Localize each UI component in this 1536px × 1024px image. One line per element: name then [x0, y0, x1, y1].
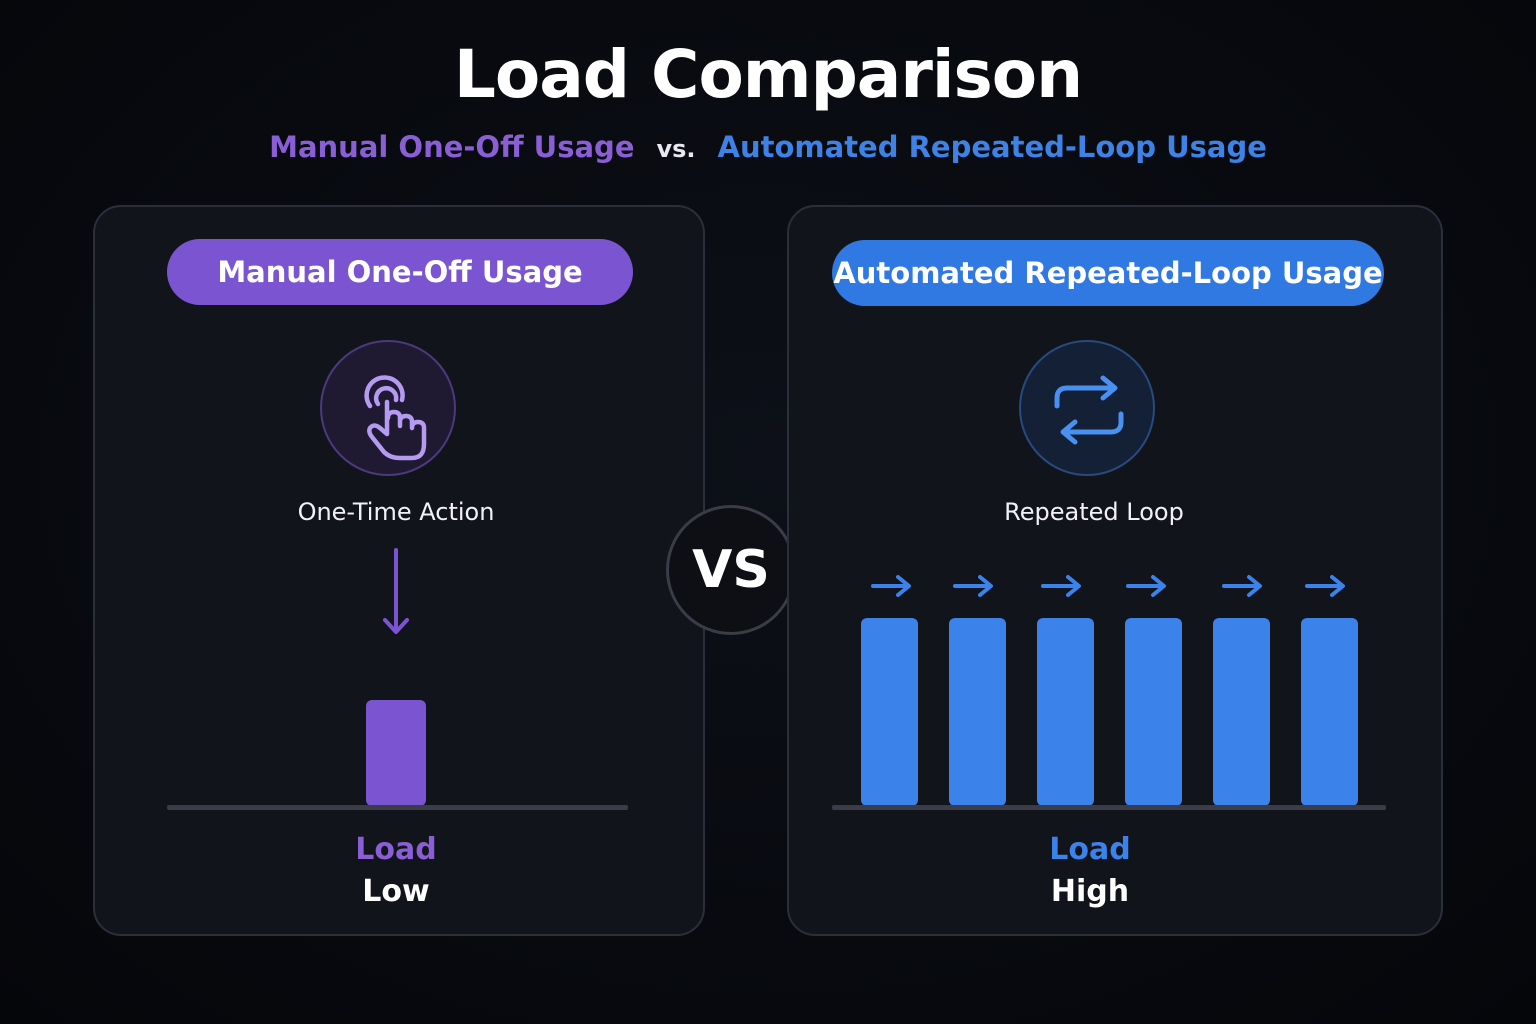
load-bar [949, 618, 1006, 806]
automated-usage-panel [787, 205, 1443, 936]
subtitle: Manual One-Off Usage vs. Automated Repeate… [0, 130, 1536, 164]
load-bar [861, 618, 918, 806]
load-value-low: Low [362, 874, 430, 909]
load-bar [1301, 618, 1358, 806]
tap-hand-icon [320, 340, 456, 476]
load-bar [1213, 618, 1270, 806]
arrow-down-icon [383, 548, 409, 634]
arrow-right-icon [871, 575, 911, 597]
arrow-right-icon [1041, 575, 1081, 597]
subtitle-manual: Manual One-Off Usage [269, 130, 635, 164]
baseline [167, 805, 628, 810]
repeat-loop-icon [1019, 340, 1155, 476]
load-label: Load [355, 832, 437, 867]
automated-usage-pill: Automated Repeated-Loop Usage [832, 240, 1384, 306]
load-label: Load [1049, 832, 1131, 867]
arrow-right-icon [1126, 575, 1166, 597]
load-bar [1125, 618, 1182, 806]
manual-usage-pill: Manual One-Off Usage [167, 239, 633, 305]
one-time-action-caption: One-Time Action [297, 498, 495, 526]
subtitle-vs: vs. [656, 135, 696, 163]
manual-usage-panel [93, 205, 705, 936]
baseline [832, 805, 1386, 810]
load-bar [1037, 618, 1094, 806]
repeated-loop-caption: Repeated Loop [1004, 498, 1184, 526]
load-value-high: High [1050, 874, 1130, 909]
vs-badge: VS [666, 505, 796, 635]
subtitle-automated: Automated Repeated-Loop Usage [717, 130, 1267, 164]
page-title: Load Comparison [453, 36, 1083, 113]
load-bar [366, 700, 426, 806]
arrow-right-icon [953, 575, 993, 597]
arrow-right-icon [1305, 575, 1345, 597]
arrow-right-icon [1222, 575, 1262, 597]
